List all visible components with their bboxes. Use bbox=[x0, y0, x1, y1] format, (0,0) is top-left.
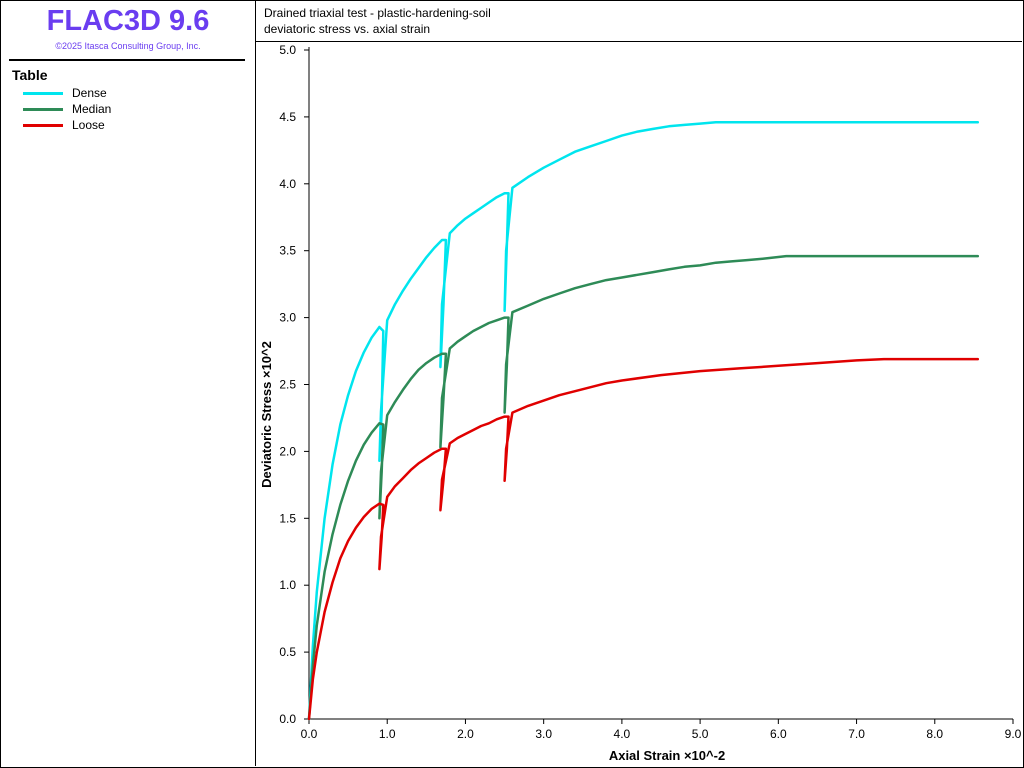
series-line-median bbox=[307, 254, 980, 721]
y-tick-label: 3.5 bbox=[279, 244, 296, 258]
plot-title-line-1: Drained triaxial test - plastic-hardenin… bbox=[264, 6, 491, 20]
sidebar-panel: FLAC3D 9.6 ©2025 Itasca Consulting Group… bbox=[1, 1, 256, 766]
x-tick-label: 6.0 bbox=[770, 727, 787, 741]
legend-label-dense: Dense bbox=[72, 86, 107, 100]
x-tick-label: 7.0 bbox=[848, 727, 865, 741]
y-tick-label: 4.5 bbox=[279, 110, 296, 124]
y-tick-label: 0.5 bbox=[279, 645, 296, 659]
series-line-loose bbox=[307, 357, 980, 721]
legend-swatch-loose bbox=[23, 124, 63, 127]
x-tick-label: 1.0 bbox=[379, 727, 396, 741]
brand-copyright: ©2025 Itasca Consulting Group, Inc. bbox=[55, 41, 201, 51]
x-tick-label: 8.0 bbox=[926, 727, 943, 741]
legend-title: Table bbox=[12, 67, 48, 83]
y-tick-label: 2.5 bbox=[279, 378, 296, 392]
y-axis-title: Deviatoric Stress ×10^2 bbox=[259, 341, 274, 488]
y-tick-label: 1.0 bbox=[279, 578, 296, 592]
y-tick-label: 2.0 bbox=[279, 444, 296, 458]
legend-item-median: Median bbox=[23, 102, 243, 116]
header-divider bbox=[256, 41, 1022, 42]
brand-title: FLAC3D 9.6 bbox=[46, 5, 210, 37]
legend-label-loose: Loose bbox=[72, 118, 105, 132]
y-tick-label: 4.0 bbox=[279, 177, 296, 191]
y-tick-label: 1.5 bbox=[279, 511, 296, 525]
legend-swatch-median bbox=[23, 108, 63, 111]
y-tick-label: 0.0 bbox=[279, 712, 296, 726]
series-line-dense bbox=[307, 121, 980, 721]
y-tick-label: 5.0 bbox=[279, 43, 296, 57]
x-axis-title: Axial Strain ×10^-2 bbox=[609, 748, 725, 763]
sidebar-divider bbox=[9, 59, 245, 61]
legend-label-median: Median bbox=[72, 102, 112, 116]
legend-item-loose: Loose bbox=[23, 118, 243, 132]
x-tick-label: 9.0 bbox=[1005, 727, 1022, 741]
legend-swatch-dense bbox=[23, 92, 63, 95]
x-tick-label: 3.0 bbox=[535, 727, 552, 741]
x-tick-label: 0.0 bbox=[301, 727, 318, 741]
y-tick-label: 3.0 bbox=[279, 311, 296, 325]
x-tick-label: 2.0 bbox=[457, 727, 474, 741]
plot-title-line-2: deviatoric stress vs. axial strain bbox=[264, 22, 431, 36]
x-tick-label: 5.0 bbox=[692, 727, 709, 741]
x-tick-label: 4.0 bbox=[614, 727, 631, 741]
legend-item-dense: Dense bbox=[23, 86, 243, 100]
